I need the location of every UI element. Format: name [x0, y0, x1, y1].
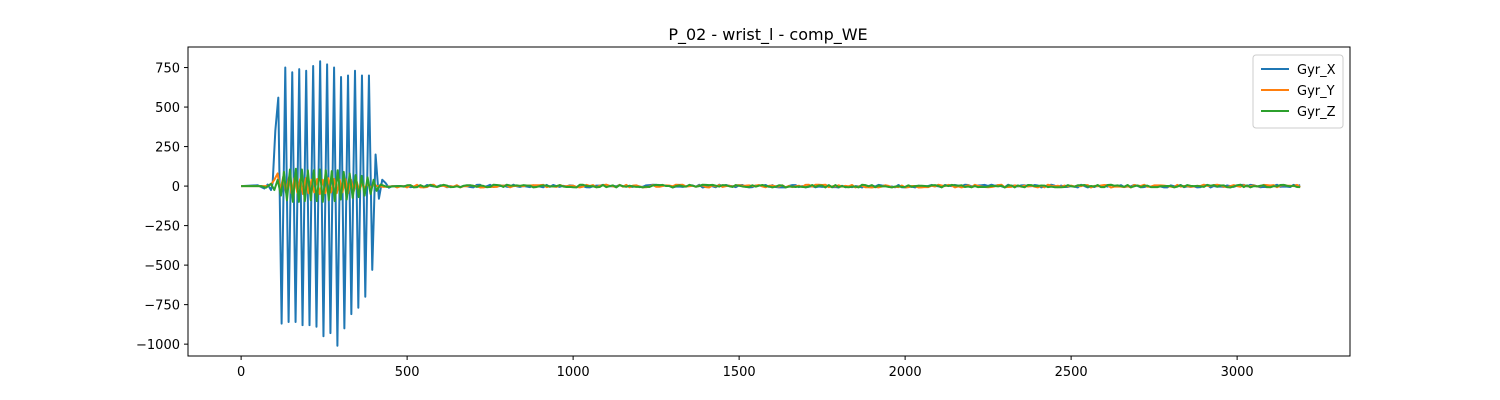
y-tick-label: 0	[172, 180, 180, 195]
y-tick-label: −1000	[136, 338, 180, 353]
x-tick-label: 1000	[557, 365, 590, 380]
x-tick-label: 1500	[723, 365, 756, 380]
series-line-gyr-y	[241, 172, 1301, 195]
y-tick-label: 750	[155, 62, 180, 77]
legend-label: Gyr_X	[1297, 63, 1336, 78]
plot-frame	[187, 46, 1351, 357]
y-tick-label: −500	[144, 259, 180, 274]
y-tick-label: 500	[155, 101, 180, 116]
legend-label: Gyr_Y	[1297, 84, 1335, 99]
plot-lines	[241, 60, 1301, 347]
x-tick-label: 0	[237, 365, 245, 380]
x-tick-label: 2500	[1055, 365, 1088, 380]
y-tick-label: −750	[144, 299, 180, 314]
x-tick-label: 500	[395, 365, 420, 380]
x-axis: 0 500 1000 1500 2000 2500 3000	[237, 356, 1254, 380]
series-line-gyr-x	[241, 60, 1301, 347]
legend-box	[1252, 54, 1344, 129]
x-tick-label: 2000	[889, 365, 922, 380]
y-axis: 750 500 250 0 −250 −500 −750 −1000	[136, 62, 188, 353]
x-tick-label: 3000	[1221, 365, 1254, 380]
series-line-gyr-z	[241, 167, 1301, 203]
legend-label: Gyr_Z	[1297, 105, 1336, 120]
y-tick-label: −250	[144, 220, 180, 235]
y-tick-label: 250	[155, 141, 180, 156]
legend: Gyr_X Gyr_Y Gyr_Z	[1252, 54, 1344, 129]
chart-title: P_02 - wrist_l - comp_WE	[668, 25, 867, 45]
